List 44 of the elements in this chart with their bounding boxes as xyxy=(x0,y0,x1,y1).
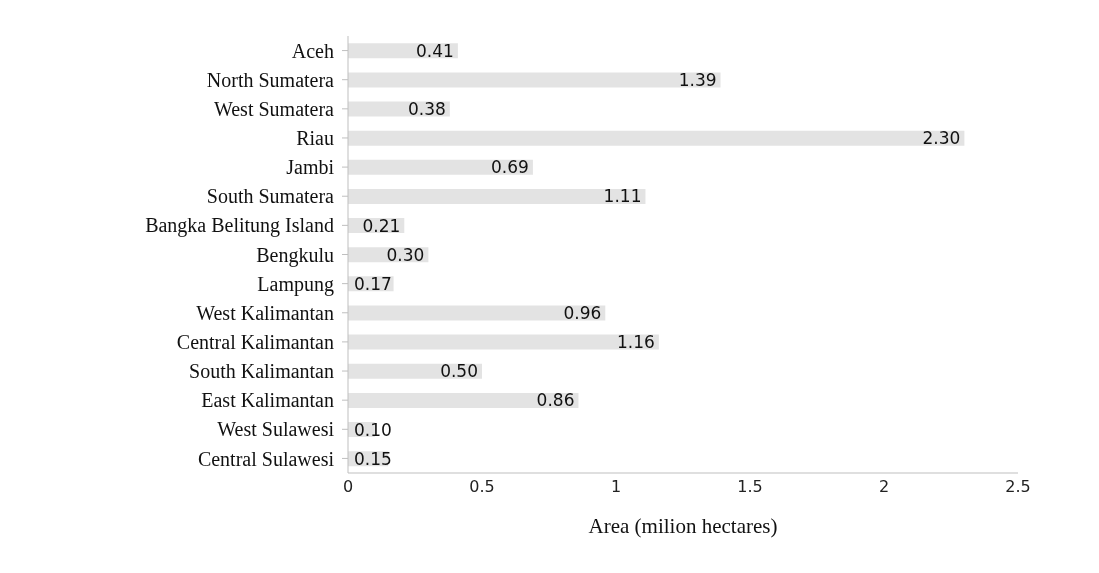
y-tick-label: Bangka Belitung Island xyxy=(145,214,334,238)
data-label: 0.38 xyxy=(407,99,446,120)
y-tick-label: Lampung xyxy=(257,272,334,296)
x-tick-label: 1.5 xyxy=(737,477,763,497)
data-label: 0.17 xyxy=(354,273,392,294)
bar xyxy=(348,72,721,88)
y-tick-label: Aceh xyxy=(291,39,334,62)
data-label: 0.69 xyxy=(491,157,529,178)
bar xyxy=(348,188,646,204)
x-tick-label: 1 xyxy=(610,477,622,497)
data-label: 0.86 xyxy=(536,390,575,411)
data-label: 0.50 xyxy=(440,361,478,382)
bar xyxy=(348,159,533,175)
data-label: 0.10 xyxy=(354,419,392,440)
y-tick-label: South Sumatera xyxy=(206,185,335,208)
y-tick-label: South Kalimantan xyxy=(189,360,334,383)
bar xyxy=(348,130,965,146)
x-tick-label: 0 xyxy=(342,477,354,497)
bar xyxy=(348,305,606,321)
y-tick-label: Jambi xyxy=(286,156,335,179)
data-label: 0.15 xyxy=(354,448,392,469)
data-label: 0.41 xyxy=(416,40,454,61)
data-label: 0.30 xyxy=(386,244,425,265)
y-tick-label: East Kalimantan xyxy=(201,389,334,412)
x-tick-label: 0.5 xyxy=(469,477,495,497)
y-tick-label: West Sulawesi xyxy=(217,418,335,441)
data-label: 1.39 xyxy=(678,69,717,90)
data-label: 1.16 xyxy=(617,332,655,353)
bar xyxy=(348,334,659,350)
data-label: 0.21 xyxy=(362,215,401,236)
y-tick-label: West Kalimantan xyxy=(196,301,334,324)
x-tick-label: 2 xyxy=(878,477,890,497)
data-label: 1.11 xyxy=(603,186,642,207)
x-axis-title: Area (milion hectares) xyxy=(588,514,778,538)
data-label: 0.96 xyxy=(563,302,602,323)
y-tick-label: North Sumatera xyxy=(206,68,335,91)
y-tick-label: Central Sulawesi xyxy=(197,447,335,470)
y-tick-label: West Sumatera xyxy=(213,97,335,120)
data-label: 2.30 xyxy=(922,128,961,149)
x-tick-label: 2.5 xyxy=(1005,477,1031,497)
y-tick-label: Bengkulu xyxy=(256,243,334,267)
bar xyxy=(348,392,579,408)
y-tick-label: Central Kalimantan xyxy=(176,331,334,353)
y-tick-label: Riau xyxy=(296,127,334,150)
